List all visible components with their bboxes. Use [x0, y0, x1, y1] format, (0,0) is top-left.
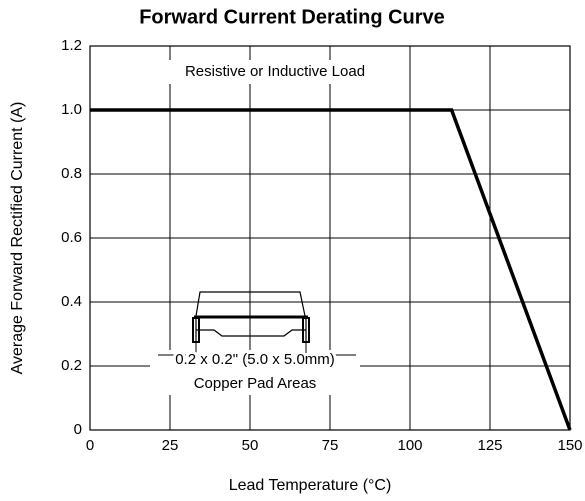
y-tick-label: 0 — [74, 421, 82, 438]
x-tick-label: 0 — [86, 437, 94, 454]
annotation: Copper Pad Areas — [194, 375, 317, 392]
x-tick-label: 75 — [322, 437, 339, 454]
chart-title: Forward Current Derating Curve — [139, 6, 445, 28]
annotation: Resistive or Inductive Load — [185, 63, 365, 80]
annotation-bg — [150, 350, 360, 395]
plot-border — [89, 45, 571, 431]
y-tick-label: 0.8 — [61, 165, 82, 182]
y-tick-label: 0.6 — [61, 229, 82, 246]
x-tick-label: 100 — [397, 437, 422, 454]
y-axis-label: Average Forward Rectified Current (A) — [9, 102, 26, 375]
line — [90, 108, 572, 431]
x-tick-label: 125 — [477, 437, 502, 454]
x-tick-label: 50 — [242, 437, 259, 454]
x-tick-label: 150 — [557, 437, 582, 454]
pad-icon — [158, 291, 356, 356]
x-axis-label: Lead Temperature (°C) — [229, 477, 392, 494]
y-tick-label: 0.2 — [61, 357, 82, 374]
y-tick-label: 0.4 — [61, 293, 82, 310]
x-tick-label: 25 — [162, 437, 179, 454]
y-tick-label: 1.2 — [61, 37, 82, 54]
annotation-bg — [162, 60, 388, 84]
annotation: 0.2 x 0.2" (5.0 x 5.0mm) — [175, 351, 335, 368]
y-tick-label: 1.0 — [61, 101, 82, 118]
